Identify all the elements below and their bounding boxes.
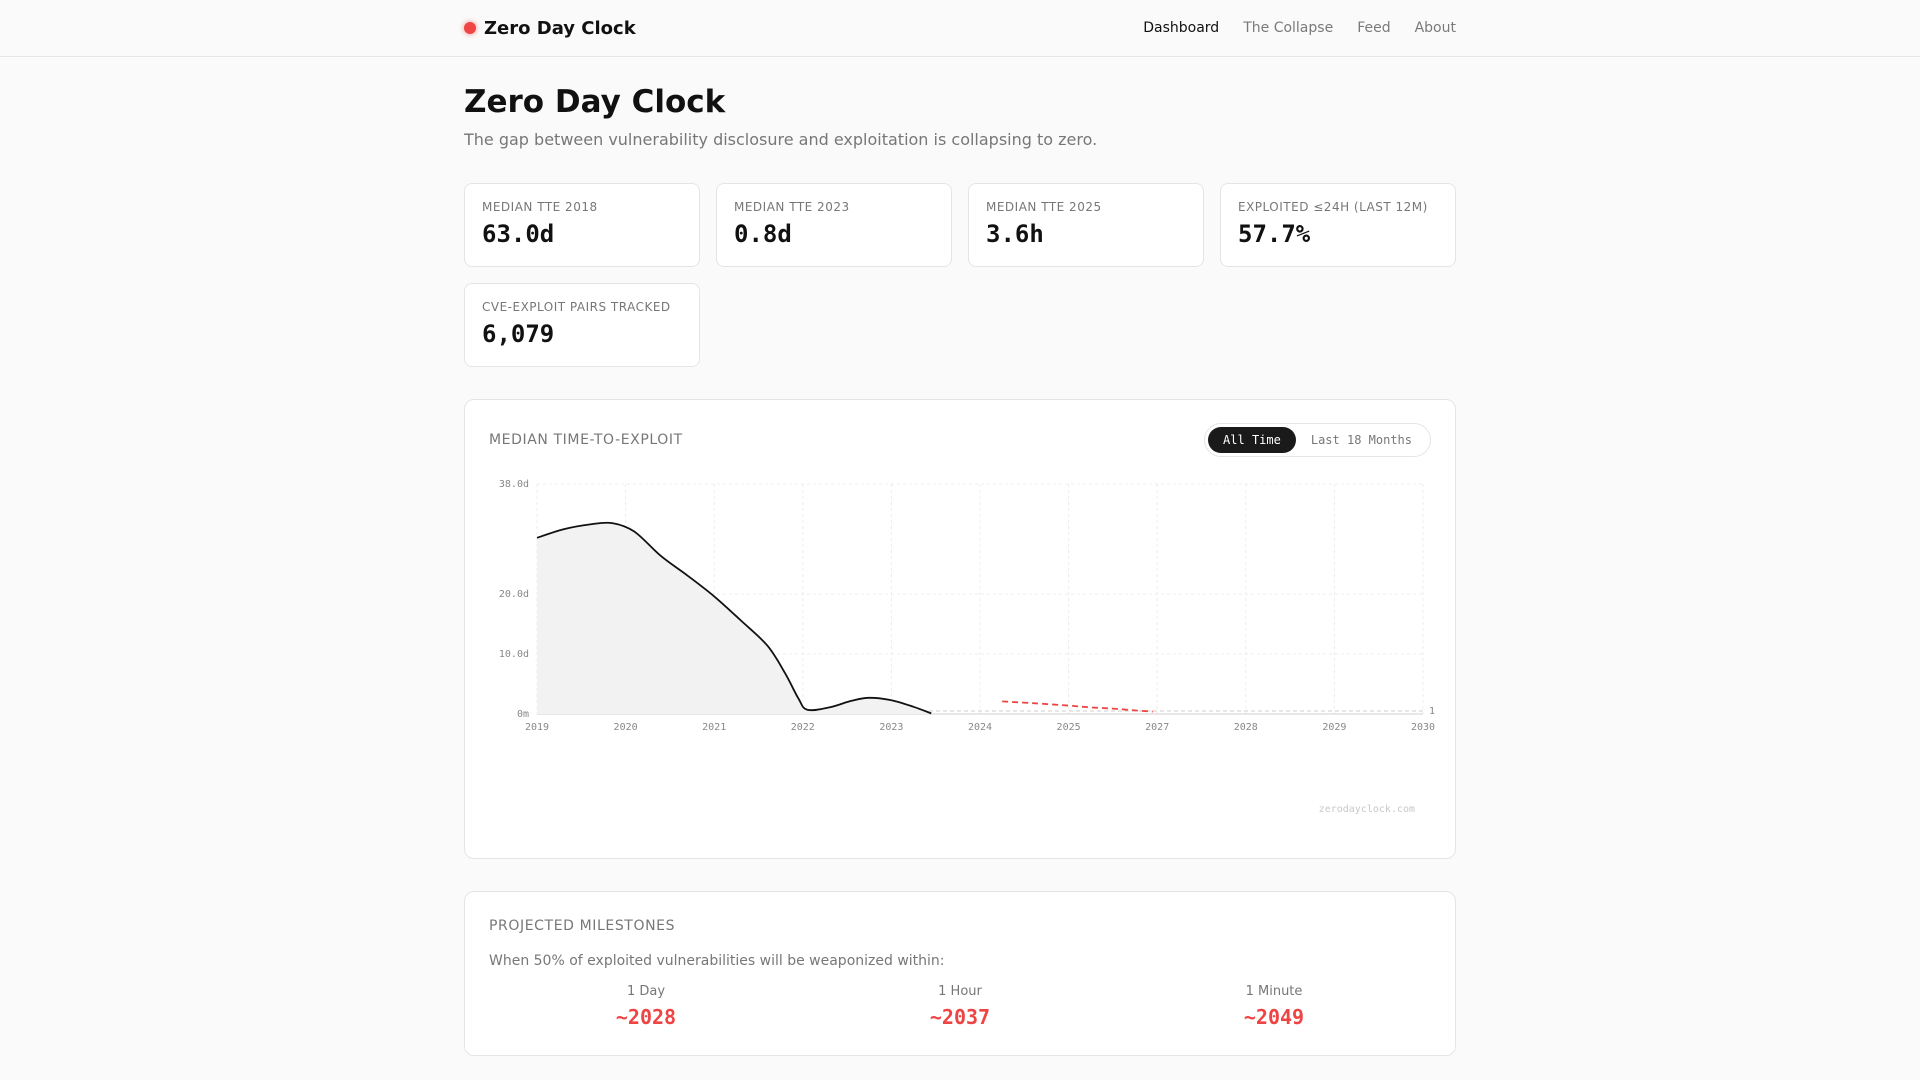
- stat-card-exploited-24h: EXPLOITED ≤24H (LAST 12M) 57.7%: [1220, 183, 1456, 267]
- red-dot-icon: [464, 22, 476, 34]
- milestones-description: When 50% of exploited vulnerabilities wi…: [489, 953, 945, 969]
- stat-value: 3.6h: [986, 220, 1044, 248]
- x-tick-label: 2020: [614, 722, 638, 733]
- milestone-label: 1 Minute: [1245, 984, 1303, 999]
- stat-label: EXPLOITED ≤24H (LAST 12M): [1238, 200, 1428, 214]
- nav-link-feed[interactable]: Feed: [1357, 20, 1391, 36]
- stat-card-median-tte-2025: MEDIAN TTE 2025 3.6h: [968, 183, 1204, 267]
- chart-card: 0m 10.0d 20.0d 38.0d 2019 2020 2021 2022 2023 202…: [464, 399, 1456, 859]
- x-tick-label: 2023: [879, 722, 903, 733]
- brand-name: Zero Day Clock: [484, 17, 636, 39]
- milestone-year: ~2037: [929, 1005, 991, 1029]
- milestones-row: 1 Day ~2028 1 Hour ~2037 1 Minute ~2049: [489, 984, 1431, 1029]
- y-tick-label: 10.0d: [499, 649, 529, 660]
- page-subtitle: The gap between vulnerability disclosure…: [464, 130, 1098, 149]
- x-tick-label: 2028: [1234, 722, 1258, 733]
- time-to-exploit-chart: 0m 10.0d 20.0d 38.0d 2019 2020 2021 2022 2023 202…: [499, 479, 1435, 733]
- chart-header: MEDIAN TIME-TO-EXPLOIT All Time Last 18 …: [489, 422, 1431, 458]
- toggle-last-18-months[interactable]: Last 18 Months: [1310, 433, 1412, 447]
- milestone-1-minute: 1 Minute ~2049: [1117, 984, 1431, 1029]
- x-tick-label: 2027: [1145, 722, 1169, 733]
- y-tick-label: 0m: [517, 709, 529, 720]
- historical-series-line: [536, 521, 932, 715]
- main-nav: Dashboard The Collapse Feed About: [1143, 20, 1456, 36]
- nav-link-about[interactable]: About: [1414, 20, 1456, 36]
- milestones-card: PROJECTED MILESTONES When 50% of exploit…: [464, 891, 1456, 1056]
- x-tick-label: 2021: [702, 722, 726, 733]
- x-tick-label: 2019: [525, 722, 549, 733]
- stat-value: 6,079: [482, 320, 555, 348]
- main-content: Zero Day Clock The gap between vulnerabi…: [464, 56, 1456, 1056]
- stat-value: 63.0d: [482, 220, 555, 248]
- watermark: zerodayclock.com: [1318, 804, 1415, 815]
- stat-value: 0.8d: [734, 220, 792, 248]
- milestones-title: PROJECTED MILESTONES: [489, 918, 676, 934]
- chart-title: MEDIAN TIME-TO-EXPLOIT: [489, 432, 683, 448]
- x-tick-label: 2022: [791, 722, 815, 733]
- milestone-1-day: 1 Day ~2028: [489, 984, 803, 1029]
- y-tick-label: 38.0d: [499, 479, 529, 490]
- milestone-1-hour: 1 Hour ~2037: [803, 984, 1117, 1029]
- x-tick-label: 2030: [1411, 722, 1435, 733]
- time-range-toggle: All Time Last 18 Months: [1204, 423, 1431, 457]
- x-tick-label: 2024: [968, 722, 992, 733]
- x-tick-label: 2025: [1057, 722, 1081, 733]
- stat-card-median-tte-2018: MEDIAN TTE 2018 63.0d: [464, 183, 700, 267]
- stat-card-median-tte-2023: MEDIAN TTE 2023 0.8d: [716, 183, 952, 267]
- stat-label: CVE-EXPLOIT PAIRS TRACKED: [482, 300, 671, 314]
- projection-series-line: [1002, 700, 1153, 713]
- page-title: Zero Day Clock: [464, 84, 726, 120]
- nav-link-dashboard[interactable]: Dashboard: [1143, 20, 1220, 36]
- x-tick-label: 2029: [1322, 722, 1346, 733]
- brand-logo[interactable]: Zero Day Clock: [464, 18, 636, 39]
- stat-label: MEDIAN TTE 2025: [986, 200, 1102, 214]
- milestone-year: ~2049: [1243, 1005, 1305, 1029]
- stat-card-pairs-tracked: CVE-EXPLOIT PAIRS TRACKED 6,079: [464, 283, 700, 367]
- milestone-label: 1 Hour: [938, 984, 982, 999]
- nav-link-the-collapse[interactable]: The Collapse: [1243, 20, 1334, 36]
- reference-line-label: 1: [1429, 706, 1435, 717]
- stat-label: MEDIAN TTE 2018: [482, 200, 598, 214]
- top-navigation-inner: Zero Day Clock Dashboard The Collapse Fe…: [464, 0, 1456, 56]
- stat-value: 57.7%: [1238, 220, 1311, 248]
- milestone-year: ~2028: [615, 1005, 677, 1029]
- top-navigation-bar: Zero Day Clock Dashboard The Collapse Fe…: [0, 0, 1920, 57]
- milestone-label: 1 Day: [626, 984, 666, 999]
- series-area-fill: [537, 522, 932, 714]
- y-tick-label: 20.0d: [499, 589, 529, 600]
- stat-label: MEDIAN TTE 2023: [734, 200, 850, 214]
- stats-grid: MEDIAN TTE 2018 63.0d MEDIAN TTE 2023 0.…: [464, 183, 1456, 367]
- toggle-all-time[interactable]: All Time: [1208, 427, 1296, 453]
